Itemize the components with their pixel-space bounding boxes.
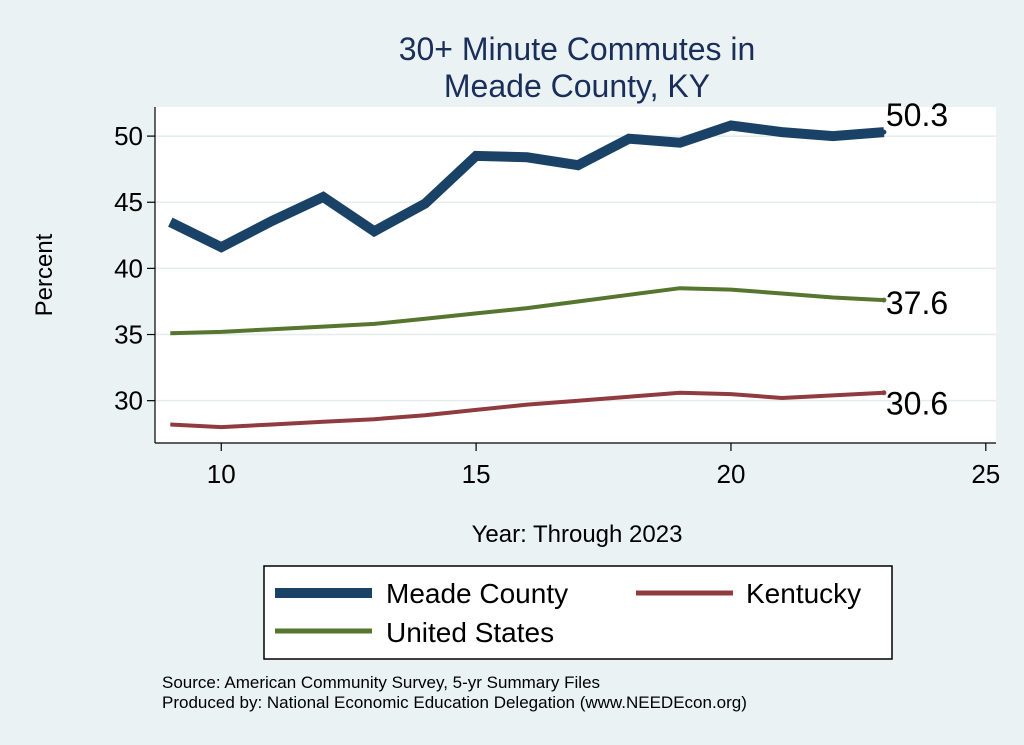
- legend: Meade County Kentucky United States: [263, 565, 893, 660]
- series-endpoint-kentucky: [881, 390, 887, 396]
- x-axis-label: Year: Through 2023: [472, 521, 683, 548]
- series-line-united-states: [170, 286, 885, 336]
- y-tick-label-30: 30: [114, 386, 143, 416]
- y-tick-label-50: 50: [114, 121, 143, 151]
- end-label-united-states: 37.6: [886, 285, 948, 321]
- series-line-meade-county: [168, 120, 885, 253]
- end-labels: 50.3 30.6 37.6: [886, 97, 948, 422]
- x-tick-label-15: 15: [462, 459, 491, 489]
- series-lines: [168, 120, 887, 430]
- end-label-kentucky: 30.6: [886, 386, 948, 422]
- x-tick-label-20: 20: [716, 459, 745, 489]
- y-axis-label: Percent: [31, 233, 58, 316]
- y-tick-label-40: 40: [114, 253, 143, 283]
- series-endpoint-meade-county: [881, 129, 887, 135]
- gridlines: [155, 135, 996, 402]
- x-tick-label-10: 10: [207, 459, 236, 489]
- chart-title-line-2: Meade County, KY: [444, 68, 710, 104]
- end-label-meade-county: 50.3: [886, 97, 948, 133]
- legend-label-united-states: United States: [386, 617, 554, 648]
- y-tick-label-45: 45: [114, 187, 143, 217]
- series-endpoint-united-states: [881, 297, 887, 303]
- producer-note: Produced by: National Economic Education…: [162, 693, 747, 712]
- axes: [154, 107, 996, 444]
- legend-label-kentucky: Kentucky: [746, 578, 861, 609]
- legend-box: [263, 565, 893, 660]
- legend-label-meade-county: Meade County: [386, 578, 568, 609]
- series-line-kentucky: [170, 390, 885, 430]
- y-tick-label-35: 35: [114, 320, 143, 350]
- x-tick-label-25: 25: [971, 459, 1000, 489]
- chart-title-line-1: 30+ Minute Commutes in: [399, 31, 756, 67]
- tick-labels: 30 35 40 45 50 10 15 20 25: [114, 121, 1000, 489]
- source-note: Source: American Community Survey, 5-yr …: [162, 673, 600, 692]
